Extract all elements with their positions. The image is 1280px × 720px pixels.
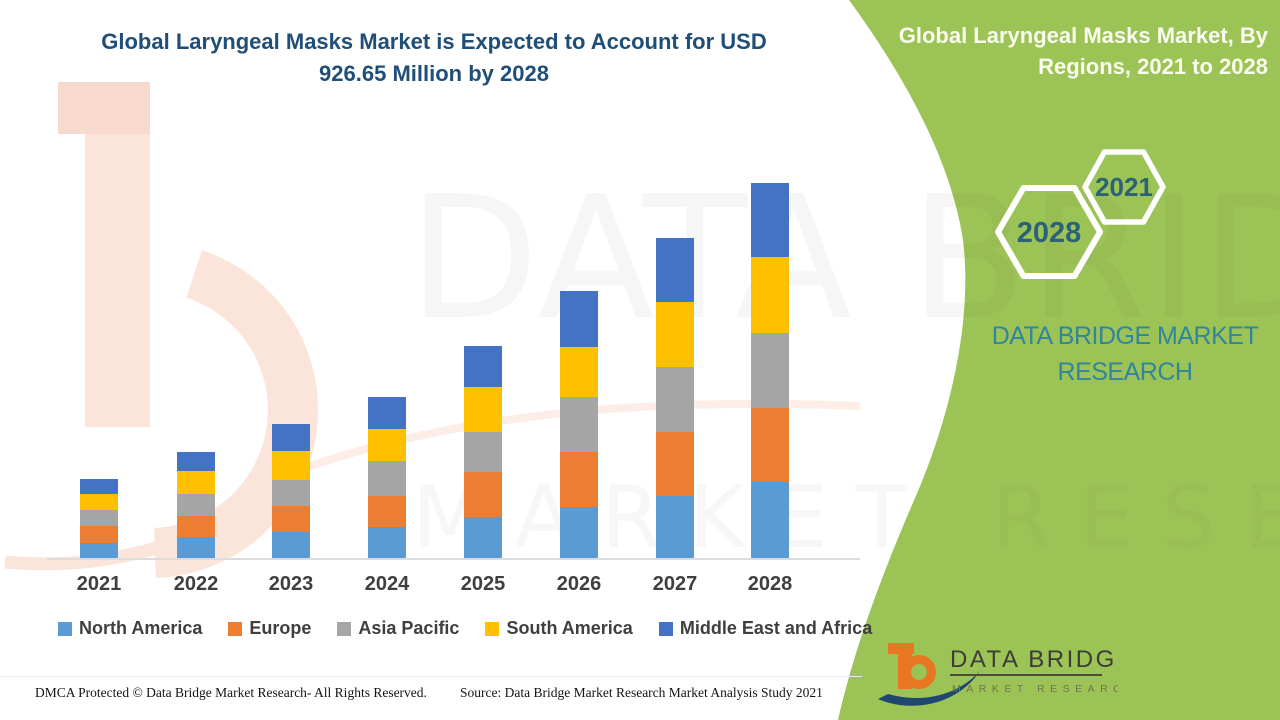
logo-swoosh [878, 671, 980, 706]
bar-segment-2021-south-america [80, 493, 118, 510]
bar-segment-2026-middle-east-and-africa [560, 291, 598, 348]
bar-segment-2028-middle-east-and-africa [751, 183, 789, 258]
bar-segment-2027-europe [656, 432, 694, 496]
legend-label: South America [506, 618, 633, 638]
legend-label: Middle East and Africa [679, 618, 873, 638]
x-axis-label-2023: 2023 [268, 573, 314, 595]
bar-segment-2023-north-america [272, 532, 310, 558]
bar-segment-2026-asia-pacific [560, 397, 598, 453]
footer-dmca-text: DMCA Protected © Data Bridge Market Rese… [35, 685, 427, 700]
bar-segment-2025-middle-east-and-africa [464, 345, 502, 388]
x-axis-label-2021: 2021 [76, 573, 122, 595]
bar-segment-2022-south-america [177, 471, 215, 494]
legend-label: Europe [249, 618, 312, 638]
bar-segment-2024-south-america [368, 428, 406, 462]
bar-segment-2028-north-america [751, 482, 789, 558]
x-axis-label-2024: 2024 [364, 573, 410, 595]
legend-label: North America [79, 618, 203, 638]
bar-segment-2023-south-america [272, 451, 310, 480]
bar-segment-2027-middle-east-and-africa [656, 238, 694, 303]
data-bridge-logo: DATA BRIDGE MARKET RESEARCH [878, 643, 1118, 706]
bar-segment-2026-north-america [560, 506, 598, 558]
brand-name-line2: RESEARCH [1057, 358, 1193, 386]
bar-segment-2021-middle-east-and-africa [80, 479, 118, 494]
x-axis-label-2026: 2026 [556, 573, 602, 595]
bar-segment-2026-south-america [560, 347, 598, 398]
bar-segment-2021-europe [80, 525, 118, 543]
legend-swatch [337, 621, 352, 636]
legend-item-middle-east-and-africa: Middle East and Africa [658, 618, 873, 639]
panel-title: Global Laryngeal Masks Market, By Region… [898, 23, 1268, 79]
bar-segment-2028-europe [751, 408, 789, 483]
legend-item-north-america: North America [58, 618, 202, 639]
watermark-b-flag [58, 82, 150, 134]
logo-b-bowl-hole [911, 664, 927, 680]
hexagon-2028 [995, 185, 1103, 279]
x-axis-label-2022: 2022 [173, 573, 219, 595]
x-axis-label-2027: 2027 [652, 573, 698, 595]
logo-b-flag [888, 643, 914, 654]
legend-swatch [485, 621, 500, 636]
legend-item-asia-pacific: Asia Pacific [337, 618, 459, 639]
bar-segment-2025-north-america [464, 517, 502, 558]
hexagon-2028-label: 2028 [1017, 217, 1082, 249]
bar-segment-2022-europe [177, 516, 215, 537]
bar-segment-2025-south-america [464, 387, 502, 433]
chart-title: Global Laryngeal Masks Market is Expecte… [101, 29, 767, 86]
legend-item-south-america: South America [485, 618, 633, 639]
bar-segment-2025-europe [464, 472, 502, 518]
bar-segment-2024-middle-east-and-africa [368, 396, 406, 429]
footer-source-text: Source: Data Bridge Market Research Mark… [460, 685, 823, 700]
bar-segment-2021-asia-pacific [80, 509, 118, 526]
bar-segment-2023-asia-pacific [272, 479, 310, 506]
bar-segment-2021-north-america [80, 542, 118, 558]
x-axis-label-2025: 2025 [460, 573, 506, 595]
bar-segment-2023-europe [272, 505, 310, 533]
x-axis-line [47, 558, 860, 560]
bar-segment-2022-middle-east-and-africa [177, 452, 215, 472]
brand-name-text: DATA BRIDGE MARKET RESEARCH [955, 318, 1280, 390]
chart-legend: North America Europe Asia Pacific South Ame… [58, 618, 872, 639]
x-axis-label-2028: 2028 [747, 573, 793, 595]
watermark-swoosh [4, 462, 310, 571]
hexagon-2021-label: 2021 [1095, 172, 1153, 202]
bar-segment-2028-asia-pacific [751, 333, 789, 409]
bar-segment-2027-south-america [656, 302, 694, 367]
logo-text-line1: DATA BRIDGE [950, 646, 1118, 673]
bar-segment-2023-middle-east-and-africa [272, 424, 310, 452]
legend-swatch [58, 621, 72, 636]
footer-divider [0, 676, 862, 677]
brand-name-line1: DATA BRIDGE MARKET [991, 322, 1259, 350]
bar-segment-2025-asia-pacific [464, 432, 502, 473]
bar-segment-2024-north-america [368, 527, 406, 558]
legend-swatch [228, 621, 243, 636]
bar-segment-2024-europe [368, 495, 406, 527]
bar-segment-2022-asia-pacific [177, 493, 215, 517]
watermark-b-stem [85, 82, 150, 427]
legend-item-europe: Europe [228, 618, 311, 639]
hexagon-2021 [1082, 149, 1166, 225]
logo-text-line2: MARKET RESEARCH [952, 683, 1118, 695]
bar-segment-2022-north-america [177, 536, 215, 558]
bar-segment-2027-north-america [656, 495, 694, 558]
bar-segment-2026-europe [560, 452, 598, 507]
legend-swatch [658, 621, 673, 636]
logo-underline [950, 674, 1102, 676]
bar-segment-2027-asia-pacific [656, 366, 694, 433]
bar-segment-2028-south-america [751, 257, 789, 334]
legend-label: Asia Pacific [358, 618, 460, 638]
bar-segment-2024-asia-pacific [368, 461, 406, 496]
green-panel-shape [838, 0, 1280, 720]
